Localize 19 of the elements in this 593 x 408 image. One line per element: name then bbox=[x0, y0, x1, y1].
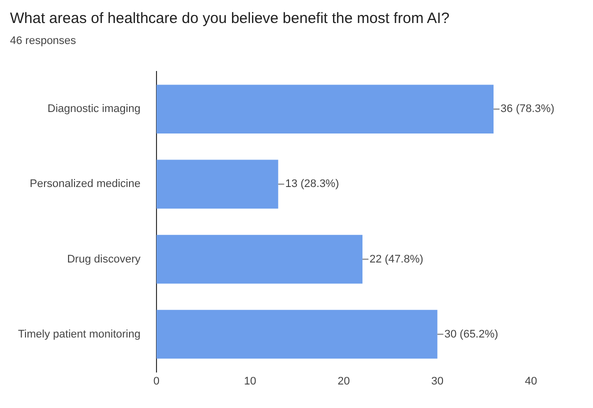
y-tick-label: Drug discovery bbox=[67, 253, 141, 266]
x-tick-label: 20 bbox=[338, 375, 350, 388]
bar bbox=[156, 234, 362, 284]
data-label: 36 (78.3%) bbox=[500, 103, 554, 116]
y-tick-label: Diagnostic imaging bbox=[48, 103, 140, 116]
data-label: 30 (65.2%) bbox=[444, 328, 498, 340]
data-label: 22 (47.8%) bbox=[369, 253, 424, 266]
y-tick-label: Timely patient monitoring bbox=[18, 328, 140, 340]
x-tick-label: 30 bbox=[431, 375, 444, 388]
data-label: 13 (28.3%) bbox=[285, 178, 340, 190]
x-tick-label: 40 bbox=[524, 375, 538, 388]
bar bbox=[156, 310, 438, 359]
y-tick-label: Personalized medicine bbox=[30, 178, 140, 190]
x-tick-label: 10 bbox=[244, 375, 256, 388]
text: 46 responses bbox=[9, 34, 78, 47]
bar bbox=[156, 84, 494, 134]
x-tick-label: 0 bbox=[153, 375, 160, 388]
chart-title: What areas of healthcare do you believe benefit the most from AI? bbox=[9, 9, 450, 27]
bar bbox=[156, 160, 278, 209]
